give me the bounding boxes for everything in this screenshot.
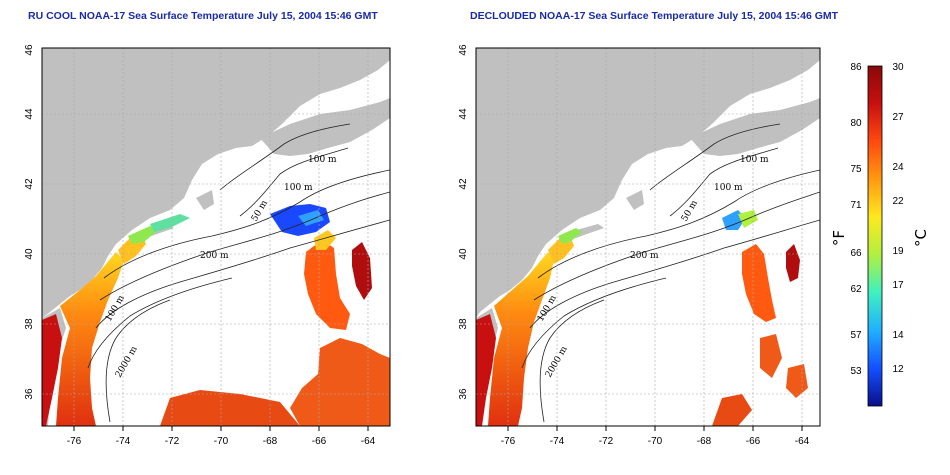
c-tick-label: 30	[892, 62, 904, 73]
bathymetry-contours	[87, 123, 390, 423]
x-tick-label: -70	[648, 436, 663, 447]
sst-red-inlet	[476, 314, 496, 426]
y-tick-label: 46	[458, 44, 469, 56]
right-sst-map: 100 m 100 m 50 m 200 m 100 m 2000 m -76 …	[458, 44, 821, 447]
y-tick-label: 40	[458, 248, 469, 260]
x-axis-ticks	[507, 426, 803, 431]
x-tick-label: -72	[165, 436, 180, 447]
sst-georges-light	[298, 210, 324, 226]
sst-red-inlet	[42, 314, 62, 426]
f-tick-label: 80	[850, 118, 862, 129]
y-tick-label: 46	[24, 44, 35, 56]
nova-scotia	[260, 98, 390, 156]
y-tick-label: 38	[24, 318, 35, 330]
contour-label: 100 m	[308, 155, 337, 165]
contour-label: 100 m	[284, 183, 313, 193]
y-tick-label: 40	[24, 248, 35, 260]
c-tick-label: 14	[892, 330, 904, 341]
celsius-ticks: 30 27 24 22 19 17 14 12	[892, 62, 904, 375]
f-tick-label: 86	[850, 62, 862, 73]
contour-label: 200 m	[200, 251, 229, 261]
nova-scotia	[690, 98, 820, 156]
sst-plume-top	[314, 230, 336, 250]
sst-southeast	[290, 338, 390, 426]
x-axis-ticks	[73, 426, 369, 431]
x-tick-label: -72	[599, 436, 614, 447]
x-tick-label: -74	[116, 436, 131, 447]
sst-nj-shelf	[548, 236, 574, 264]
land-mass	[42, 48, 390, 318]
fahrenheit-unit-label: °F	[832, 230, 848, 246]
temperature-colorbar: 86 80 75 71 66 62 57 53 30 27 24 22 19 1…	[832, 62, 930, 407]
x-tick-label: -68	[697, 436, 712, 447]
cape-cod	[626, 190, 644, 210]
x-tick-label: -76	[67, 436, 82, 447]
c-tick-label: 27	[892, 112, 904, 123]
grid-lines	[42, 48, 390, 426]
y-tick-label: 42	[458, 178, 469, 190]
y-tick-label: 36	[24, 388, 35, 400]
celsius-unit-label: °C	[912, 229, 930, 247]
sst-eddy	[786, 244, 800, 282]
f-tick-label: 57	[850, 330, 862, 341]
x-tick-label: -70	[214, 436, 229, 447]
x-tick-label: -64	[361, 436, 376, 447]
c-tick-label: 22	[892, 196, 904, 207]
c-tick-label: 12	[892, 364, 904, 375]
y-tick-label: 36	[458, 388, 469, 400]
x-tick-label: -68	[263, 436, 278, 447]
sst-southeast-2	[786, 364, 808, 398]
c-tick-label: 24	[892, 162, 904, 173]
y-tick-label: 42	[24, 178, 35, 190]
f-tick-label: 75	[850, 164, 862, 175]
contour-label: 200 m	[630, 251, 659, 261]
contour-label: 100 m	[714, 183, 743, 193]
sst-shelf-green	[150, 214, 190, 232]
x-tick-label: -66	[746, 436, 761, 447]
sst-south-fill	[712, 394, 752, 426]
colorbar-gradient	[867, 65, 883, 407]
sst-coastal-band	[488, 252, 554, 426]
bathymetry-contours	[521, 123, 820, 423]
x-tick-label: -66	[312, 436, 327, 447]
f-tick-label: 53	[850, 366, 862, 377]
map-frame	[41, 47, 391, 427]
f-tick-label: 66	[850, 248, 862, 259]
sst-south-fill	[160, 390, 300, 426]
f-tick-label: 62	[850, 284, 862, 295]
sst-eddy	[352, 242, 372, 300]
y-tick-label: 44	[458, 108, 469, 120]
sst-green-band	[128, 226, 158, 244]
y-tick-label: 44	[24, 108, 35, 120]
left-map-title: RU COOL NOAA-17 Sea Surface Temperature …	[28, 10, 378, 22]
map-frame	[475, 47, 821, 427]
y-tick-label: 38	[458, 318, 469, 330]
sst-offshore-plume	[742, 244, 776, 322]
x-tick-label: -74	[550, 436, 565, 447]
x-tick-label: -64	[795, 436, 810, 447]
left-sst-map: 100 m 100 m 50 m 200 m 100 m 2000 m -76 …	[24, 44, 391, 447]
contour-label: 100 m	[740, 155, 769, 165]
c-tick-label: 19	[892, 246, 904, 257]
f-tick-label: 71	[850, 200, 862, 211]
c-tick-label: 17	[892, 280, 904, 291]
sst-southeast	[760, 334, 782, 378]
x-tick-label: -76	[501, 436, 516, 447]
land-mass	[476, 48, 820, 318]
sst-green-band	[558, 228, 582, 244]
grid-lines	[476, 48, 820, 426]
fahrenheit-ticks: 86 80 75 71 66 62 57 53	[850, 62, 862, 377]
sst-offshore-plume	[304, 240, 350, 330]
right-map-title: DECLOUDED NOAA-17 Sea Surface Temperatur…	[470, 10, 839, 22]
cape-cod	[196, 190, 214, 210]
